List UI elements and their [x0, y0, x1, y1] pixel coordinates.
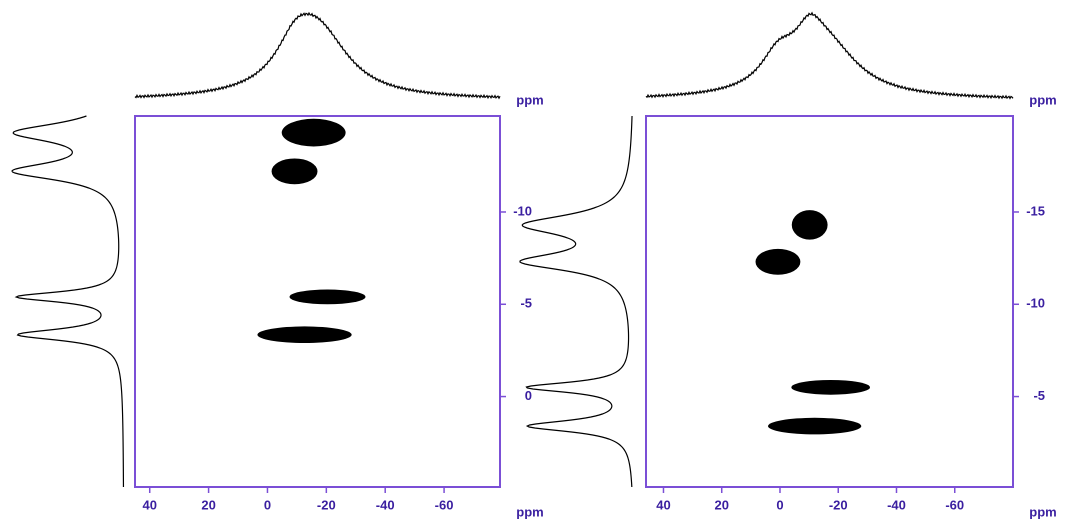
y-tick-label: -15	[1026, 203, 1045, 218]
x-tick-label: -60	[435, 497, 454, 512]
x-tick-label: -60	[945, 497, 964, 512]
x-axis-label: ppm	[1029, 504, 1056, 519]
x-tick-label: 0	[264, 497, 271, 512]
y-axis-label: ppm	[516, 92, 543, 107]
cross-peak	[768, 417, 862, 435]
cross-peak	[289, 289, 366, 305]
cross-peak	[281, 118, 346, 147]
x-axis-label: ppm	[516, 504, 543, 519]
x-tick-label: -20	[829, 497, 848, 512]
x-projection	[134, 11, 501, 100]
plot-frame	[134, 115, 501, 488]
cross-peak	[791, 379, 870, 395]
x-tick-label: 40	[142, 497, 156, 512]
cross-peak	[271, 158, 318, 185]
y-tick-label: -10	[513, 203, 532, 218]
x-tick-label: 20	[714, 497, 728, 512]
y-tick-label: -10	[1026, 296, 1045, 311]
y-tick-label: -5	[520, 296, 532, 311]
x-tick-label: -20	[317, 497, 336, 512]
x-tick-label: 40	[656, 497, 670, 512]
y-tick-label: -5	[1033, 388, 1045, 403]
cross-peak	[791, 210, 828, 240]
x-tick-label: -40	[887, 497, 906, 512]
y-tick-label: 0	[525, 388, 532, 403]
y-projection	[519, 115, 633, 488]
cross-peak	[257, 326, 352, 344]
x-tick-label: -40	[376, 497, 395, 512]
x-tick-label: 0	[776, 497, 783, 512]
x-projection	[645, 11, 1014, 100]
y-axis-label: ppm	[1029, 92, 1056, 107]
plot-frame	[645, 115, 1014, 488]
cross-peak	[755, 248, 801, 275]
x-tick-label: 20	[201, 497, 215, 512]
y-projection	[11, 115, 125, 488]
